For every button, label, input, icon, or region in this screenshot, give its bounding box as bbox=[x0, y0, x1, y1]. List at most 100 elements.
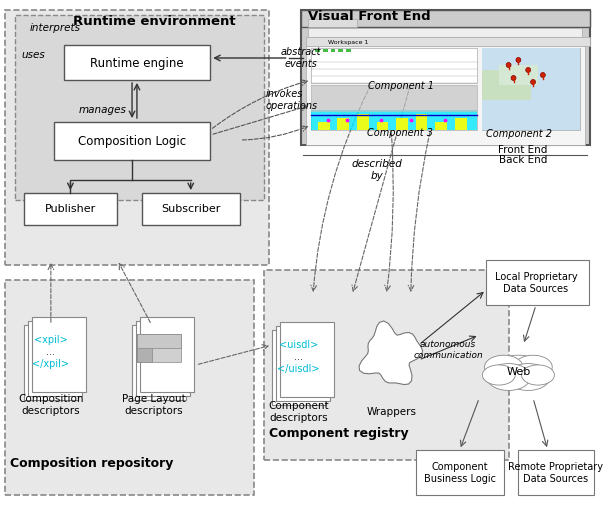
Text: Local Proprietary
Data Sources: Local Proprietary Data Sources bbox=[494, 272, 577, 294]
FancyBboxPatch shape bbox=[416, 450, 504, 495]
Polygon shape bbox=[485, 355, 523, 379]
Text: autonomous
communication: autonomous communication bbox=[413, 340, 483, 360]
FancyBboxPatch shape bbox=[308, 19, 357, 27]
Text: Web: Web bbox=[506, 367, 531, 377]
FancyBboxPatch shape bbox=[5, 10, 269, 265]
Text: Component 1: Component 1 bbox=[368, 81, 434, 91]
Circle shape bbox=[531, 80, 536, 85]
Bar bbox=[337, 118, 349, 130]
FancyBboxPatch shape bbox=[137, 334, 181, 362]
Text: </xpil>: </xpil> bbox=[32, 359, 69, 369]
Polygon shape bbox=[491, 355, 546, 389]
FancyBboxPatch shape bbox=[28, 321, 82, 396]
Bar bbox=[455, 118, 466, 130]
Circle shape bbox=[540, 72, 545, 77]
Text: <uisdl>: <uisdl> bbox=[278, 340, 318, 350]
FancyBboxPatch shape bbox=[5, 280, 255, 495]
Bar bbox=[338, 49, 343, 52]
FancyBboxPatch shape bbox=[64, 45, 211, 80]
FancyBboxPatch shape bbox=[306, 46, 585, 145]
Text: Component
Business Logic: Component Business Logic bbox=[424, 462, 496, 484]
Bar bbox=[482, 70, 531, 100]
Text: ...: ... bbox=[294, 352, 303, 362]
Text: Wrappers: Wrappers bbox=[366, 407, 416, 417]
Text: uses: uses bbox=[21, 50, 45, 60]
Point bbox=[323, 116, 332, 124]
Circle shape bbox=[511, 75, 516, 81]
Polygon shape bbox=[359, 321, 423, 385]
FancyBboxPatch shape bbox=[24, 325, 78, 400]
FancyBboxPatch shape bbox=[280, 322, 334, 397]
FancyBboxPatch shape bbox=[518, 450, 594, 495]
Circle shape bbox=[506, 62, 511, 68]
FancyBboxPatch shape bbox=[264, 270, 509, 460]
Bar bbox=[346, 49, 351, 52]
FancyBboxPatch shape bbox=[306, 37, 590, 46]
Text: Front End: Front End bbox=[498, 145, 548, 155]
Polygon shape bbox=[506, 363, 550, 391]
Point bbox=[342, 116, 352, 124]
Bar bbox=[311, 85, 477, 112]
Text: invokes
operations: invokes operations bbox=[266, 89, 318, 111]
Text: manages: manages bbox=[78, 105, 126, 115]
FancyBboxPatch shape bbox=[272, 330, 326, 405]
FancyBboxPatch shape bbox=[137, 334, 181, 348]
Text: Composition Logic: Composition Logic bbox=[78, 135, 186, 148]
FancyBboxPatch shape bbox=[132, 325, 186, 400]
Text: ...: ... bbox=[47, 347, 55, 357]
Text: <xpil>: <xpil> bbox=[34, 335, 68, 345]
FancyBboxPatch shape bbox=[140, 317, 193, 392]
Text: Workspace 1: Workspace 1 bbox=[327, 40, 368, 45]
Text: Composition
descriptors: Composition descriptors bbox=[18, 394, 84, 416]
FancyBboxPatch shape bbox=[308, 28, 582, 37]
Text: Runtime engine: Runtime engine bbox=[90, 57, 184, 70]
Polygon shape bbox=[482, 365, 515, 385]
Circle shape bbox=[526, 68, 531, 72]
FancyBboxPatch shape bbox=[32, 317, 86, 392]
Bar bbox=[376, 122, 388, 130]
FancyBboxPatch shape bbox=[301, 10, 590, 27]
Text: Component 3: Component 3 bbox=[367, 128, 433, 138]
Polygon shape bbox=[521, 365, 554, 385]
Bar bbox=[315, 49, 320, 52]
Text: Publisher: Publisher bbox=[45, 204, 96, 214]
FancyBboxPatch shape bbox=[486, 260, 589, 305]
Point bbox=[406, 116, 416, 124]
Bar bbox=[416, 114, 427, 130]
Text: Component registry: Component registry bbox=[269, 427, 409, 440]
Bar bbox=[396, 118, 408, 130]
Text: abstract
events: abstract events bbox=[281, 47, 321, 69]
Text: Back End: Back End bbox=[499, 155, 548, 165]
Circle shape bbox=[516, 58, 521, 62]
FancyBboxPatch shape bbox=[482, 48, 580, 130]
FancyBboxPatch shape bbox=[301, 10, 590, 145]
Text: Page Layout
descriptors: Page Layout descriptors bbox=[122, 394, 185, 416]
Text: </uisdl>: </uisdl> bbox=[277, 364, 319, 374]
FancyBboxPatch shape bbox=[311, 85, 477, 130]
Bar bbox=[357, 114, 369, 130]
Text: Component
descriptors: Component descriptors bbox=[268, 401, 329, 423]
Text: Visual Front End: Visual Front End bbox=[308, 10, 431, 23]
FancyBboxPatch shape bbox=[137, 334, 152, 362]
FancyBboxPatch shape bbox=[142, 193, 240, 225]
Bar bbox=[482, 48, 580, 130]
Bar bbox=[323, 49, 327, 52]
Polygon shape bbox=[487, 363, 531, 391]
Bar bbox=[318, 122, 330, 130]
Text: Subscriber: Subscriber bbox=[161, 204, 220, 214]
FancyBboxPatch shape bbox=[15, 15, 264, 200]
Point bbox=[440, 116, 450, 124]
FancyBboxPatch shape bbox=[24, 193, 118, 225]
Text: described
by: described by bbox=[351, 159, 402, 181]
Bar bbox=[499, 65, 538, 85]
Point bbox=[376, 116, 386, 124]
Text: Component 2: Component 2 bbox=[486, 129, 552, 139]
FancyBboxPatch shape bbox=[311, 48, 477, 83]
Bar bbox=[330, 49, 335, 52]
Bar bbox=[435, 122, 447, 130]
Text: Composition repository: Composition repository bbox=[10, 457, 173, 470]
FancyBboxPatch shape bbox=[136, 321, 190, 396]
Bar bbox=[311, 110, 477, 130]
Text: interprets: interprets bbox=[29, 23, 80, 33]
Text: Runtime environment: Runtime environment bbox=[73, 15, 236, 28]
